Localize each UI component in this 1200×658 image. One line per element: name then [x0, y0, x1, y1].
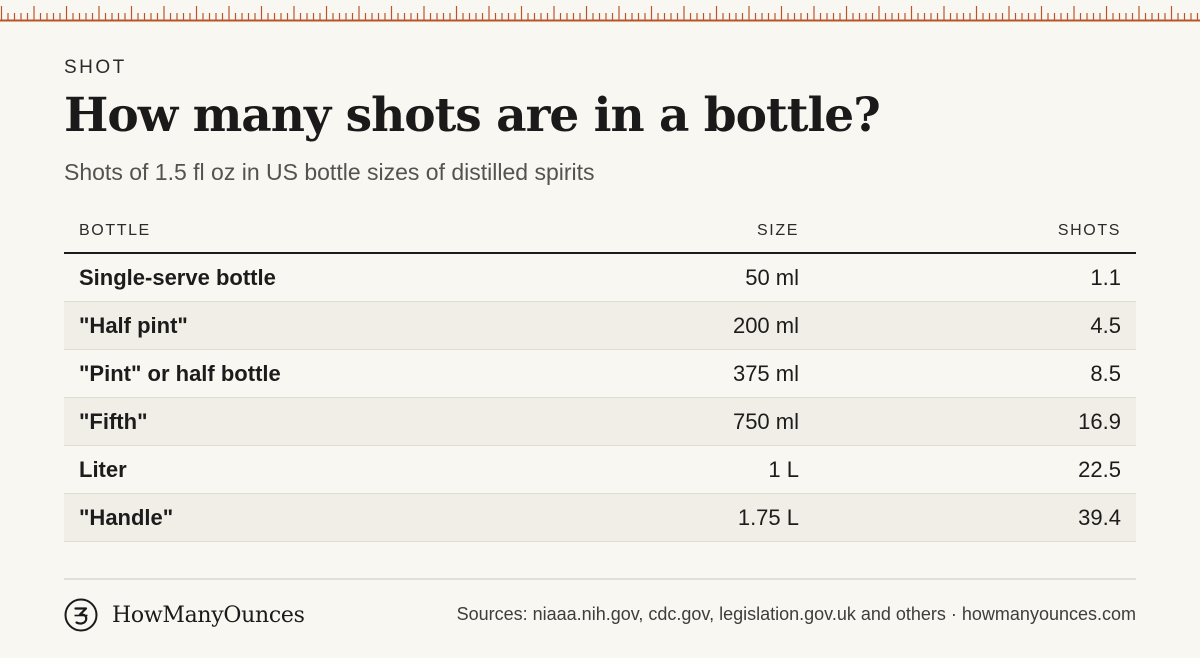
table-row: "Half pint" 200 ml 4.5	[64, 301, 1136, 350]
sources-note: Sources: niaaa.nih.gov, cdc.gov, legisla…	[456, 604, 1136, 624]
table-row: "Fifth" 750 ml 16.9	[64, 397, 1136, 446]
table-row: Single-serve bottle 50 ml 1.1	[64, 253, 1136, 302]
page-title: How many shots are in a bottle?	[64, 88, 881, 143]
brand-name: HowManyOunces	[112, 602, 305, 628]
column-header-bottle: BOTTLE	[64, 210, 484, 254]
shot-count: 39.4	[814, 493, 1136, 542]
table-header-row: BOTTLE SIZE SHOTS	[64, 210, 1136, 254]
column-header-shots: SHOTS	[814, 210, 1136, 254]
ruler-decoration	[0, 6, 1200, 22]
shot-count: 22.5	[814, 445, 1136, 494]
shot-count: 16.9	[814, 397, 1136, 446]
page-subtitle: Shots of 1.5 fl oz in US bottle sizes of…	[64, 159, 595, 185]
bottle-name: Liter	[64, 445, 484, 494]
bottle-name: "Half pint"	[64, 301, 484, 350]
bottle-name: Single-serve bottle	[64, 253, 484, 302]
brand-logo[interactable]: HowManyOunces	[64, 598, 305, 632]
table-row: "Handle" 1.75 L 39.4	[64, 493, 1136, 542]
bottle-size: 750 ml	[484, 397, 814, 446]
bottle-name: "Handle"	[64, 493, 484, 542]
category-label: SHOT	[64, 57, 127, 78]
table-row: Liter 1 L 22.5	[64, 445, 1136, 494]
bottle-size: 50 ml	[484, 253, 814, 302]
shot-count: 8.5	[814, 349, 1136, 398]
table-row: "Pint" or half bottle 375 ml 8.5	[64, 349, 1136, 398]
bottle-size: 375 ml	[484, 349, 814, 398]
bottle-size: 1.75 L	[484, 493, 814, 542]
bottle-name: "Pint" or half bottle	[64, 349, 484, 398]
shot-count: 4.5	[814, 301, 1136, 350]
circled-ounce-mark-icon	[64, 598, 98, 632]
bottle-size: 1 L	[484, 445, 814, 494]
bottle-size: 200 ml	[484, 301, 814, 350]
shots-table: BOTTLE SIZE SHOTS Single-serve bottle 50…	[64, 210, 1136, 542]
bottle-name: "Fifth"	[64, 397, 484, 446]
footer-divider	[64, 578, 1136, 580]
column-header-size: SIZE	[484, 210, 814, 254]
shot-count: 1.1	[814, 253, 1136, 302]
